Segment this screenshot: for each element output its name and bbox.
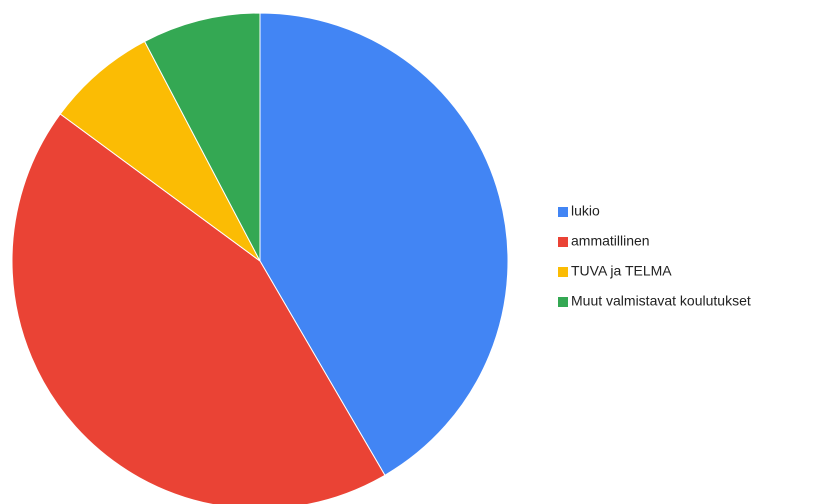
pie-slice bbox=[59, 40, 261, 262]
pie-slice bbox=[143, 12, 261, 262]
legend-label: TUVA ja TELMA bbox=[571, 263, 672, 279]
legend-swatch bbox=[558, 267, 568, 277]
legend-swatch bbox=[558, 237, 568, 247]
legend-label: lukio bbox=[571, 203, 600, 219]
legend-swatch bbox=[558, 297, 568, 307]
pie-slice bbox=[259, 12, 509, 476]
legend-label: ammatillinen bbox=[571, 233, 650, 249]
legend-label: Muut valmistavat koulutukset bbox=[571, 293, 751, 309]
pie-slice bbox=[11, 113, 386, 504]
legend-swatch bbox=[558, 207, 568, 217]
